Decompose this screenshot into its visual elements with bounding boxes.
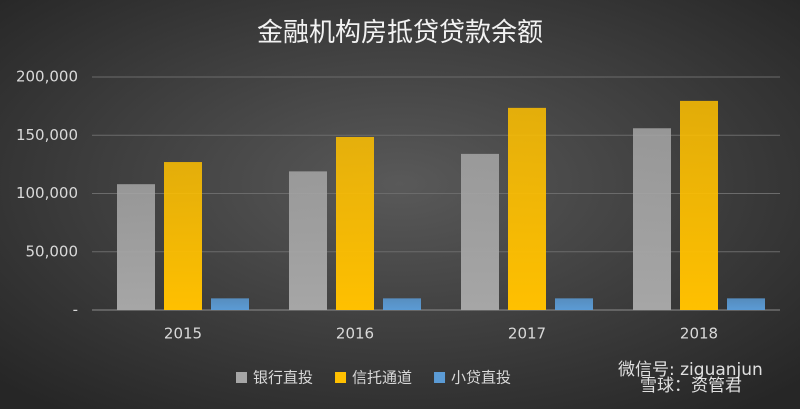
y-tick-label: 150,000 [16,126,78,144]
legend-swatch [434,372,446,383]
bar [508,107,546,310]
legend-swatch [236,372,247,383]
watermark: 雪球：资管君 [640,376,742,396]
x-tick-label: 2015 [164,325,202,343]
watermark: 微信号: ziguanjun [618,360,763,380]
chart-title: 金融机构房抵贷贷款余额 [257,18,543,48]
y-tick-label: 100,000 [16,184,78,202]
legend-label: 银行直投 [253,369,313,387]
legend-label: 信托通道 [352,369,412,387]
bar [383,298,421,310]
bar [680,100,718,310]
bar [211,298,249,310]
bar [336,136,374,310]
bar [117,184,155,310]
legend-label: 小贷直投 [451,369,511,387]
y-tick-label: 50,000 [26,242,79,260]
x-tick-label: 2017 [508,325,546,343]
bar [555,298,593,310]
x-tick-label: 2016 [336,325,374,343]
legend-swatch [335,372,347,383]
bar [633,128,671,310]
bar [727,298,765,310]
bar [164,162,202,310]
x-tick-label: 2018 [680,325,718,343]
bar [289,171,327,310]
y-tick-label: - [73,301,78,319]
y-tick-label: 200,000 [16,68,78,86]
bar [461,153,499,310]
